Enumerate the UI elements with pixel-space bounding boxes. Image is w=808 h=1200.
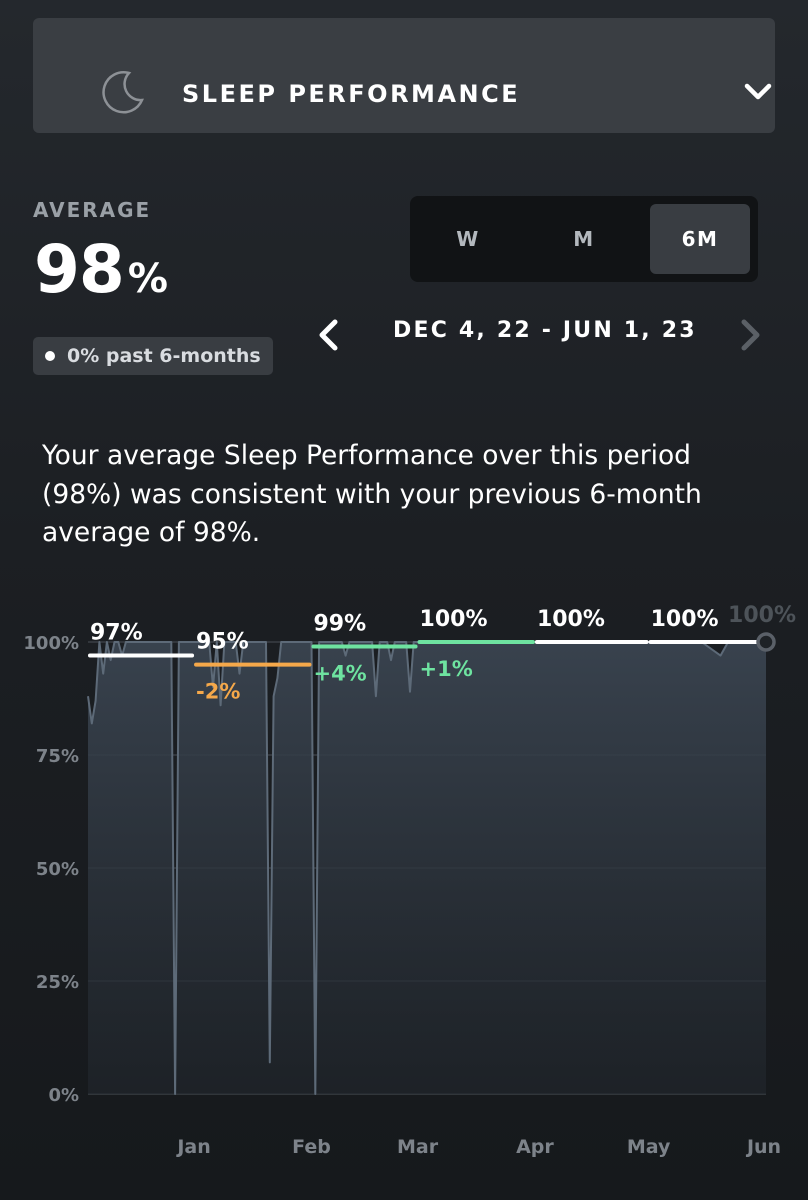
chevron-down-icon[interactable] — [743, 81, 773, 105]
y-tick-label: 50% — [36, 859, 79, 880]
x-tick-label: Jun — [745, 1136, 781, 1158]
range-option-m[interactable]: M — [573, 227, 595, 251]
monthly-change-label: +4% — [313, 662, 366, 686]
x-tick-label: May — [627, 1136, 671, 1158]
y-tick-label: 75% — [36, 746, 79, 767]
range-selector: W M 6M — [410, 196, 758, 282]
comparison-badge: 0% past 6-months — [33, 337, 273, 375]
metric-title: SLEEP PERFORMANCE — [182, 80, 521, 108]
badge-dot-icon — [45, 351, 55, 361]
current-point-label: 100% — [728, 603, 796, 628]
monthly-average-label: 95% — [196, 630, 249, 655]
x-tick-label: Apr — [516, 1136, 554, 1158]
series-area — [88, 642, 766, 1094]
y-tick-label: 100% — [23, 633, 79, 654]
chevron-left-icon[interactable] — [313, 318, 343, 352]
range-option-w[interactable]: W — [456, 227, 480, 251]
average-label: AVERAGE — [33, 198, 152, 222]
x-tick-label: Feb — [292, 1136, 331, 1158]
average-value: 98% — [34, 231, 168, 317]
monthly-average-label: 100% — [651, 607, 719, 632]
monthly-average-label: 99% — [313, 612, 366, 637]
metric-selector[interactable]: SLEEP PERFORMANCE — [33, 18, 775, 133]
x-tick-label: Mar — [397, 1136, 439, 1158]
series-line — [87, 641, 766, 1095]
x-tick-label: Jan — [175, 1136, 210, 1158]
y-tick-label: 0% — [48, 1085, 79, 1106]
current-point-marker — [756, 632, 776, 652]
moon-icon — [102, 71, 144, 114]
date-range: DEC 4, 22 - JUN 1, 23 — [393, 318, 697, 343]
range-option-6m[interactable]: 6M — [650, 204, 750, 274]
average-number: 98 — [34, 231, 125, 308]
chevron-right-icon[interactable] — [736, 318, 766, 352]
monthly-change-label: -2% — [196, 680, 240, 704]
average-unit: % — [127, 256, 168, 302]
summary-text: Your average Sleep Performance over this… — [42, 440, 702, 548]
monthly-average-label: 100% — [537, 607, 605, 632]
monthly-average-label: 97% — [90, 621, 143, 646]
badge-text: 0% past 6-months — [67, 345, 261, 367]
monthly-average-label: 100% — [420, 607, 488, 632]
y-tick-label: 25% — [36, 972, 79, 993]
sleep-performance-chart: 100% 75% 50% 25% 0% 97% 95% -2% 99% +4% 100% +1% 100… — [23, 603, 796, 1158]
monthly-change-label: +1% — [420, 657, 473, 681]
